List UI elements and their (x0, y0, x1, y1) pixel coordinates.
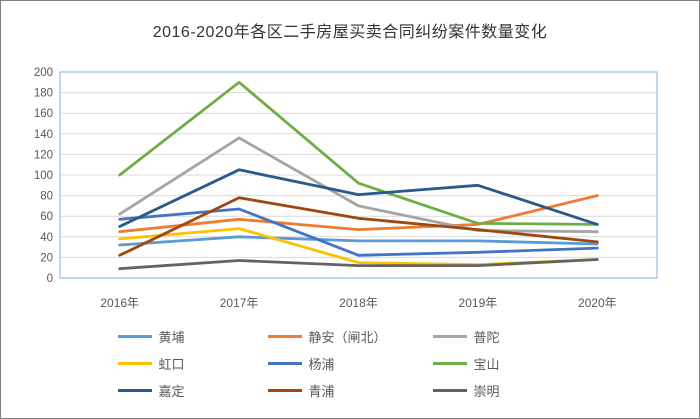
legend-swatch-icon (117, 335, 152, 338)
chart-legend: 黄埔 静安（闸北） 普陀虹口 杨浦 宝山嘉定 青浦 崇明 (1, 325, 699, 402)
y-axis-tick-label: 160 (34, 108, 53, 120)
series-line-静安（闸北） (118, 194, 599, 234)
y-axis-tick-label: 0 (47, 273, 53, 285)
series-line-青浦 (118, 196, 599, 257)
legend-label: 虹口 (158, 357, 185, 372)
y-axis-tick-label: 40 (40, 232, 53, 244)
series-line-崇明 (118, 258, 599, 271)
legend-item-普陀: 普陀 (432, 325, 583, 348)
legend-item-杨浦: 杨浦 (267, 352, 433, 375)
x-axis-tick-label: 2017年 (220, 296, 259, 310)
legend-item-静安（闸北）: 静安（闸北） (267, 325, 433, 348)
legend-item-嘉定: 嘉定 (117, 379, 268, 402)
series-line-宝山 (118, 80, 599, 226)
legend-swatch-icon (432, 362, 467, 365)
legend-swatch-icon (267, 362, 302, 365)
legend-swatch-icon (432, 335, 467, 338)
legend-item-青浦: 青浦 (267, 379, 433, 402)
y-axis-tick-label: 100 (34, 170, 53, 182)
y-axis-tick-label: 20 (40, 252, 53, 264)
y-axis-tick-label: 80 (40, 191, 53, 203)
legend-swatch-icon (117, 389, 152, 392)
series-line-黄埔 (118, 235, 599, 247)
legend-label: 崇明 (473, 384, 500, 399)
y-axis-tick-label: 180 (34, 88, 53, 100)
series-line-杨浦 (118, 207, 599, 257)
legend-label: 普陀 (473, 330, 500, 345)
chart-title: 2016-2020年各区二手房屋买卖合同纠纷案件数量变化 (152, 24, 548, 41)
series-line-嘉定 (118, 168, 599, 228)
series-line-普陀 (118, 136, 599, 234)
legend-swatch-icon (267, 335, 302, 338)
legend-label: 黄埔 (158, 330, 185, 345)
x-axis-tick-label: 2016年 (100, 296, 139, 310)
y-axis-tick-label: 140 (34, 129, 53, 141)
legend-label: 宝山 (473, 357, 500, 372)
legend-label: 嘉定 (158, 384, 185, 399)
y-axis-tick-label: 60 (40, 211, 53, 223)
y-axis-tick-label: 200 (34, 67, 53, 79)
legend-item-虹口: 虹口 (117, 352, 268, 375)
legend-swatch-icon (117, 362, 152, 365)
x-axis-tick-label: 2018年 (339, 296, 378, 310)
legend-item-黄埔: 黄埔 (117, 325, 268, 348)
x-axis-tick-label: 2020年 (578, 296, 617, 310)
plot-frame (59, 71, 658, 279)
legend-label: 青浦 (308, 384, 335, 399)
legend-label: 杨浦 (308, 357, 335, 372)
legend-swatch-icon (267, 389, 302, 392)
legend-item-宝山: 宝山 (432, 352, 583, 375)
legend-item-崇明: 崇明 (432, 379, 583, 402)
legend-swatch-icon (432, 389, 467, 392)
y-axis-tick-label: 120 (34, 149, 53, 161)
x-axis-tick-label: 2019年 (459, 296, 498, 310)
legend-label: 静安（闸北） (308, 330, 387, 345)
